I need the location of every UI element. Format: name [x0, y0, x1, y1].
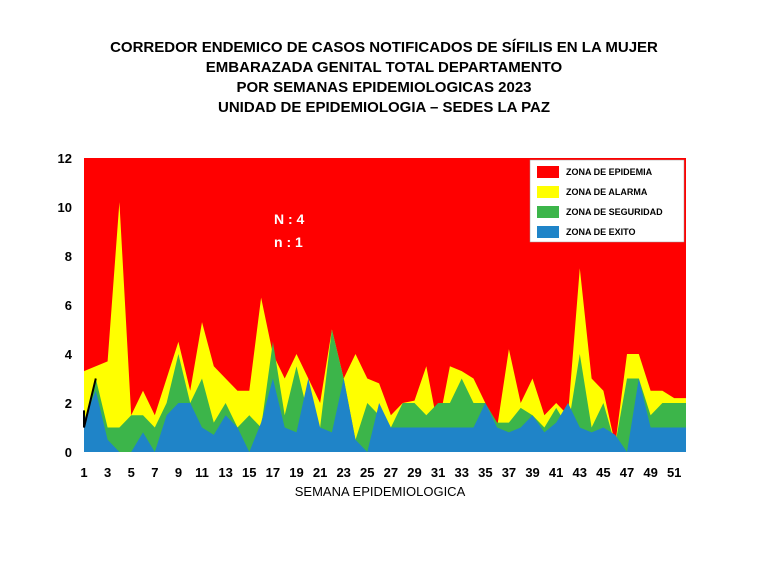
- title-line-1: CORREDOR ENDEMICO DE CASOS NOTIFICADOS D…: [110, 39, 658, 56]
- y-tick-label: 12: [58, 151, 72, 166]
- x-tick-label: 43: [573, 465, 587, 480]
- y-tick-label: 0: [65, 445, 72, 460]
- legend-label: ZONA DE SEGURIDAD: [566, 207, 663, 217]
- area-series-group: [84, 158, 686, 452]
- title-line-4: UNIDAD DE EPIDEMIOLOGIA – SEDES LA PAZ: [218, 99, 550, 116]
- x-tick-label: 49: [643, 465, 657, 480]
- y-tick-label: 6: [65, 298, 72, 313]
- x-tick-label: 35: [478, 465, 492, 480]
- y-tick-label: 10: [58, 200, 72, 215]
- x-axis-label: SEMANA EPIDEMIOLOGICA: [295, 484, 466, 499]
- y-tick-label: 2: [65, 396, 72, 411]
- x-tick-label: 51: [667, 465, 681, 480]
- x-tick-label: 13: [218, 465, 232, 480]
- x-tick-label: 25: [360, 465, 374, 480]
- x-tick-label: 3: [104, 465, 111, 480]
- x-tick-label: 37: [502, 465, 516, 480]
- legend-swatch: [537, 226, 559, 238]
- x-tick-label: 9: [175, 465, 182, 480]
- title-line-2: EMBARAZADA GENITAL TOTAL DEPARTAMENTO: [205, 59, 563, 76]
- x-tick-label: 39: [525, 465, 539, 480]
- legend-swatch: [537, 166, 559, 178]
- legend-swatch: [537, 206, 559, 218]
- y-tick-label: 8: [65, 249, 72, 264]
- x-tick-label: 15: [242, 465, 256, 480]
- x-tick-label: 21: [313, 465, 327, 480]
- x-tick-label: 41: [549, 465, 563, 480]
- legend-swatch: [537, 186, 559, 198]
- x-tick-label: 19: [289, 465, 303, 480]
- x-tick-label: 23: [336, 465, 350, 480]
- x-tick-label: 1: [80, 465, 87, 480]
- x-tick-label: 31: [431, 465, 445, 480]
- title-line-3: POR SEMANAS EPIDEMIOLOGICAS 2023: [236, 79, 532, 96]
- area-series-2: [84, 202, 686, 452]
- x-axis-ticks: 1 3 5 7 9 11 13 15 17 19 21 23 25 27 29 31 33 35 37 39 41 43 4…: [80, 465, 681, 480]
- chart-title: CORREDOR ENDEMICO DE CASOS NOTIFICADOS D…: [0, 38, 768, 118]
- observed-line: [83, 378, 97, 428]
- legend-label: ZONA DE EPIDEMIA: [566, 167, 653, 177]
- y-axis-ticks: 0 2 4 6 8 10 12: [58, 151, 73, 460]
- legend: ZONA DE EPIDEMIA ZONA DE ALARMA ZONA DE SE…: [529, 159, 685, 243]
- x-tick-label: 11: [195, 465, 209, 480]
- x-tick-label: 45: [596, 465, 610, 480]
- x-tick-label: 17: [266, 465, 280, 480]
- x-tick-label: 5: [128, 465, 135, 480]
- legend-label: ZONA DE ALARMA: [566, 187, 648, 197]
- annotation-total-n: N : 4: [274, 211, 305, 227]
- annotation-sample-n: n : 1: [274, 234, 303, 250]
- x-tick-label: 27: [384, 465, 398, 480]
- x-tick-label: 33: [454, 465, 468, 480]
- legend-label: ZONA DE EXITO: [566, 227, 636, 237]
- x-tick-label: 29: [407, 465, 421, 480]
- y-tick-label: 4: [65, 347, 73, 362]
- x-tick-label: 7: [151, 465, 158, 480]
- x-tick-label: 47: [620, 465, 634, 480]
- area-series-4: [84, 378, 686, 452]
- observed-cases-group: [83, 378, 97, 428]
